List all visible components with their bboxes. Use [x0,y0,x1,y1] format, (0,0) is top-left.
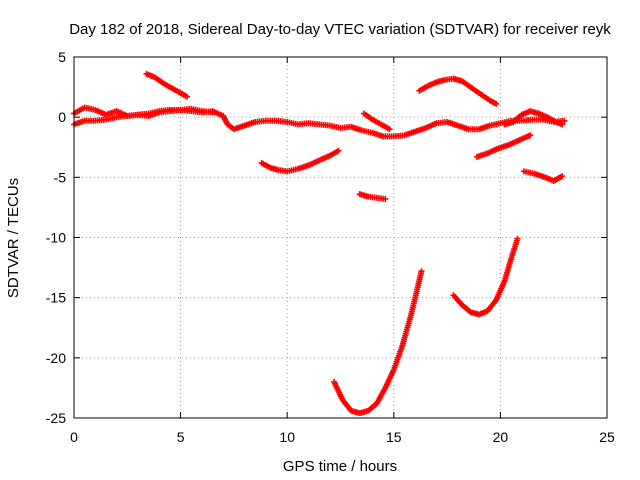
series-track-9 [473,132,534,160]
x-tick-label: 15 [386,429,402,445]
data-point [514,235,521,242]
y-tick-label: 0 [58,109,66,125]
x-tick-label: 5 [177,429,185,445]
data-points [71,70,568,417]
series-track-12 [501,108,566,128]
data-point [335,147,342,154]
series-track-6 [331,268,425,417]
y-tick-label: -20 [46,350,66,366]
x-tick-label: 20 [493,429,509,445]
y-tick-label: -15 [46,290,66,306]
data-point [183,93,190,100]
data-point [386,126,393,133]
series-track-10 [520,168,566,184]
series-track-7 [450,235,521,318]
data-point [382,195,389,202]
data-point [527,132,534,139]
data-point [209,109,216,116]
series-track-11 [360,110,393,133]
x-axis-ticks: 0 5 10 15 20 25 [70,57,615,445]
y-tick-label: -10 [46,230,66,246]
y-tick-label: -25 [46,410,66,426]
data-point [561,117,568,124]
y-tick-label: -5 [54,169,67,185]
data-point [418,268,425,275]
y-axis-label: SDTVAR / TECUs [5,178,22,298]
data-point [559,121,566,128]
series-track-1 [71,104,568,140]
data-point [559,173,566,180]
y-tick-label: 5 [58,49,66,65]
series-track-5 [356,191,389,202]
x-axis-label: GPS time / hours [283,458,397,475]
series-track-4 [258,147,342,175]
x-tick-label: 25 [599,429,615,445]
x-tick-label: 10 [279,429,295,445]
chart-title: Day 182 of 2018, Sidereal Day-to-day VTE… [69,21,611,38]
x-tick-label: 0 [70,429,78,445]
series-track-3 [143,70,190,100]
data-point [493,100,500,107]
y-axis-ticks: 5 0 -5 -10 -15 -20 -25 [46,49,607,426]
series-track-2 [71,105,216,128]
series-track-8 [416,75,500,107]
